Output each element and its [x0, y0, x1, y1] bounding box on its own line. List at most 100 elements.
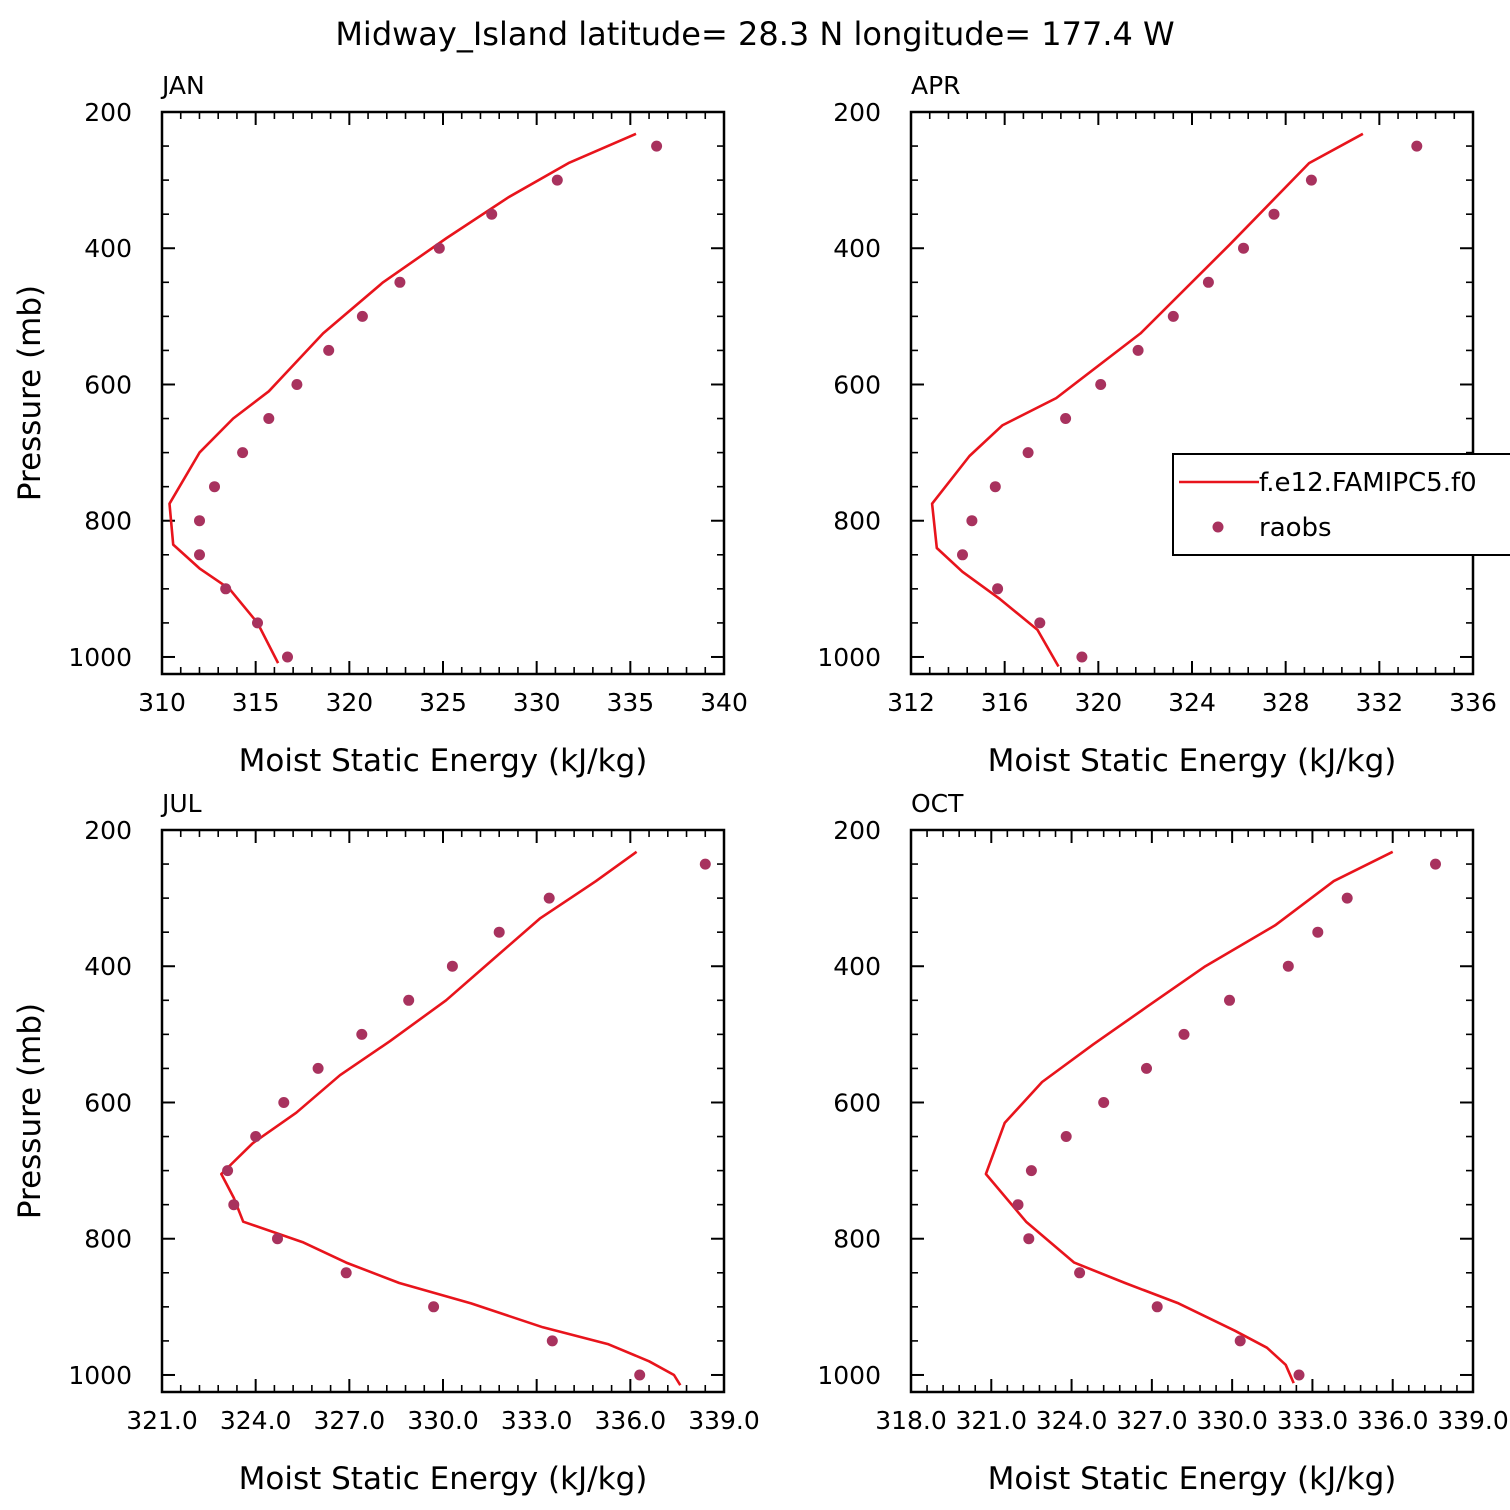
x-tick-label: 320: [1074, 688, 1122, 717]
x-tick-label: 335: [606, 688, 654, 717]
raobs-point: [1234, 1335, 1246, 1347]
raobs-point: [966, 515, 978, 527]
raobs-point: [1178, 1028, 1190, 1040]
raobs-point: [1012, 1199, 1024, 1211]
raobs-point: [1268, 208, 1280, 220]
raobs-point: [957, 549, 968, 561]
y-tick-label: 1000: [817, 643, 881, 672]
x-tick-label: 333.0: [501, 1406, 573, 1435]
raobs-point: [209, 481, 220, 493]
raobs-point: [272, 1233, 283, 1245]
legend-marker-swatch: [1212, 521, 1224, 533]
raobs-point: [1282, 960, 1294, 972]
x-tick-label: 312: [887, 688, 935, 717]
legend: f.e12.FAMIPC5.f0 raobs: [1172, 453, 1510, 556]
raobs-point: [989, 481, 1001, 493]
x-tick-label: 316: [981, 688, 1029, 717]
x-tick-label: 333.0: [1277, 1406, 1349, 1435]
raobs-point: [651, 140, 663, 152]
raobs-point: [1293, 1369, 1305, 1381]
x-tick-label: 328: [1262, 688, 1310, 717]
raobs-point: [699, 858, 711, 870]
panel-title: OCT: [911, 789, 964, 818]
raobs-point: [1305, 174, 1317, 186]
x-axis-label: Moist Static Energy (kJ/kg): [239, 743, 648, 779]
y-tick-label: 400: [84, 952, 132, 981]
raobs-point: [1060, 413, 1072, 424]
raobs-point: [1167, 310, 1179, 322]
raobs-point: [403, 994, 415, 1006]
raobs-point: [1034, 617, 1046, 629]
panel-jul: JUL 321.0 324.0 327.0 330.0 333.0 336.0 339.0 20…: [12, 789, 760, 1497]
raobs-point: [1132, 344, 1144, 356]
x-tick-label: 330.0: [407, 1406, 479, 1435]
x-tick-label: 318.0: [875, 1406, 947, 1435]
x-tick-label: 339.0: [1437, 1406, 1509, 1435]
y-tick-label: 600: [84, 1088, 132, 1117]
raobs-point: [237, 447, 249, 459]
raobs-point: [194, 515, 205, 527]
x-tick-label: 336: [1449, 688, 1497, 717]
plot-frame: [160, 828, 726, 1394]
x-axis-label: Moist Static Energy (kJ/kg): [239, 1461, 648, 1497]
x-tick-label: 332: [1355, 688, 1403, 717]
raobs-point: [220, 583, 232, 595]
x-tick-label: 336.0: [1357, 1406, 1429, 1435]
raobs-point: [1022, 447, 1034, 459]
x-tick-label: 321.0: [955, 1406, 1027, 1435]
legend-box: [1172, 453, 1510, 556]
x-tick-label: 324.0: [220, 1406, 292, 1435]
x-axis-label: Moist Static Energy (kJ/kg): [988, 743, 1397, 779]
raobs-point: [551, 174, 563, 186]
raobs-point: [1430, 858, 1441, 870]
raobs-point: [282, 651, 293, 663]
x-tick-label: 327.0: [314, 1406, 386, 1435]
raobs-point: [1341, 892, 1353, 904]
figure-title: Midway_Island latitude= 28.3 N longitude…: [335, 15, 1174, 53]
raobs-point: [1151, 1301, 1163, 1313]
panels: JAN 310 315 320 325 330 335 340 200 400 600 800 1000…: [12, 71, 1510, 1497]
x-tick-label: 330: [513, 688, 561, 717]
data-layer: [168, 132, 663, 664]
raobs-point: [1023, 1233, 1035, 1245]
raobs-point: [252, 617, 263, 629]
model-line: [984, 850, 1394, 1384]
raobs-point: [1098, 1097, 1110, 1108]
y-tick-label: 200: [833, 816, 881, 845]
raobs-point: [543, 892, 555, 904]
y-tick-label: 1000: [817, 1361, 881, 1390]
x-tick-label: 339.0: [688, 1406, 760, 1435]
model-line: [168, 132, 637, 664]
raobs-point: [291, 379, 303, 390]
raobs-point: [634, 1369, 646, 1381]
raobs-point: [323, 344, 335, 356]
raobs-point: [228, 1199, 240, 1211]
y-tick-label: 800: [833, 507, 881, 536]
raobs-point: [356, 310, 368, 322]
x-tick-label: 320: [325, 688, 373, 717]
panel-title: JAN: [160, 71, 205, 100]
model-line: [220, 850, 682, 1386]
y-tick-label: 600: [833, 1088, 881, 1117]
y-tick-label: 1000: [68, 1361, 132, 1390]
plot-frame: [909, 828, 1475, 1394]
x-tick-label: 325: [419, 688, 467, 717]
raobs-point: [222, 1165, 234, 1177]
panel-oct: OCT 318.0 321.0 324.0 327.0 330.0 333.0 336.0 33…: [817, 789, 1508, 1497]
legend-label-raobs: raobs: [1259, 513, 1332, 543]
raobs-point: [1141, 1062, 1152, 1074]
y-tick-label: 200: [84, 816, 132, 845]
raobs-point: [394, 276, 406, 288]
y-tick-label: 400: [84, 234, 132, 263]
raobs-point: [1312, 926, 1324, 938]
y-tick-label: 800: [84, 1225, 132, 1254]
x-tick-label: 340: [700, 688, 748, 717]
raobs-point: [1224, 994, 1235, 1006]
y-tick-label: 1000: [68, 643, 132, 672]
raobs-point: [433, 242, 445, 254]
raobs-point: [493, 926, 505, 938]
raobs-point: [1076, 651, 1088, 663]
y-tick-label: 600: [84, 370, 132, 399]
raobs-point: [1411, 140, 1423, 152]
